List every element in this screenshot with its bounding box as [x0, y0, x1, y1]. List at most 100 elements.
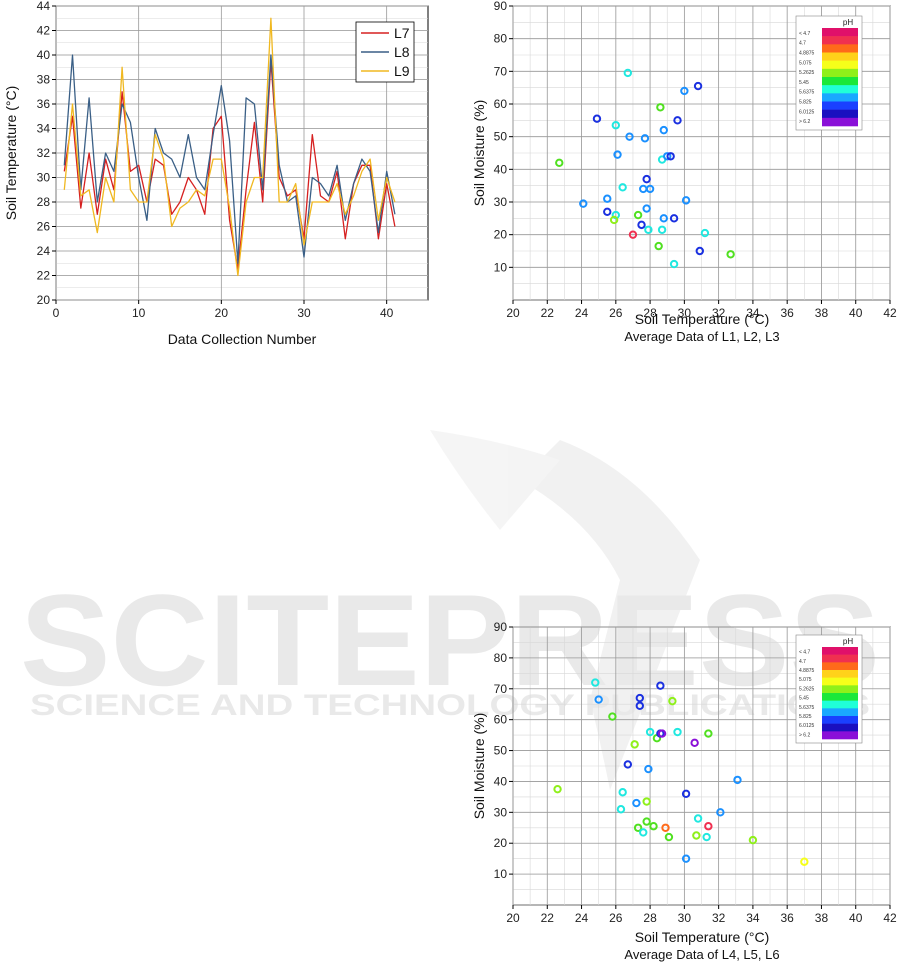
y-tick-label: 20 — [37, 293, 51, 307]
series-line-l9 — [63, 17, 396, 277]
y-tick-label: 20 — [494, 228, 508, 242]
x-axis-label: Soil Temperature (°C) — [635, 929, 770, 945]
scatter-point — [579, 199, 588, 208]
x-tick-label: 32 — [712, 306, 726, 320]
x-tick-label: 20 — [506, 911, 520, 925]
colorbar-label: 4.8875 — [799, 51, 815, 57]
colorbar-label: 5.45 — [799, 696, 809, 702]
scatter-point — [726, 250, 735, 259]
colorbar-label: 6.0125 — [799, 109, 815, 115]
scatter-point — [640, 134, 650, 143]
legend-label-l9: L9 — [394, 63, 410, 79]
scatter-point — [630, 740, 639, 749]
x-tick-label: 38 — [815, 306, 829, 320]
scatter-point — [553, 784, 562, 794]
colorbar-segment — [822, 85, 858, 94]
colorbar-label: 4.8875 — [799, 668, 815, 674]
scatter-point — [616, 805, 626, 814]
colorbar-segment — [822, 28, 858, 37]
y-tick-label: 10 — [494, 867, 508, 881]
colorbar-title: pH — [843, 18, 853, 27]
scatter-point — [639, 828, 648, 837]
scatter-point — [702, 832, 711, 842]
scatter-point — [657, 225, 667, 234]
scatter-point — [642, 174, 651, 184]
scatter-point — [659, 214, 669, 223]
scatter-point — [642, 204, 651, 213]
scatter-point — [633, 823, 643, 832]
scatter-point — [594, 695, 603, 704]
y-tick-label: 40 — [494, 774, 508, 788]
line-chart-soil-temperature: 20 22 24 26 28 30 32 34 36 38 40 42 44 0 10 20 30 40 Data… — [3, 0, 429, 347]
colorbar-segment — [822, 685, 858, 694]
colorbar-segment — [822, 52, 858, 61]
scatter-point — [635, 701, 645, 710]
axis-ticks: 10 20 30 40 50 60 70 80 90 20 22 24 26 28 30 32 34 36 38 40… — [494, 620, 897, 925]
y-tick-label: 28 — [37, 195, 51, 209]
scatter-point — [592, 114, 602, 123]
scatter-point — [673, 727, 682, 737]
y-tick-label: 90 — [494, 620, 508, 634]
scatter-point — [645, 727, 655, 737]
x-tick-label: 34 — [746, 306, 760, 320]
scatter-point — [692, 831, 701, 840]
colorbar-label: 5.6375 — [799, 705, 815, 711]
colorbar-segment — [822, 101, 858, 110]
scatter-point — [644, 764, 653, 774]
scatter-point — [609, 215, 619, 225]
x-tick-label: 40 — [849, 911, 863, 925]
scatter-point — [603, 207, 612, 217]
legend-label-l7: L7 — [394, 25, 410, 41]
scatter-point — [666, 152, 675, 161]
grid — [512, 5, 891, 301]
colorbar-segment — [822, 708, 858, 717]
series-line-l8 — [63, 54, 396, 264]
scatter-point — [632, 798, 641, 808]
legend-label-l8: L8 — [394, 44, 410, 60]
x-tick-label: 20 — [215, 306, 229, 320]
ph-colorbar: pH < 4.7 4.7 4.8875 5.075 5.2625 5.45 5.6375 5.8… — [795, 15, 863, 131]
chart-caption: Average Data of L1, L2, L3 — [624, 329, 779, 344]
y-axis-label: Soil Moisture (%) — [471, 713, 487, 820]
scatter-point — [642, 817, 651, 826]
x-tick-label: 40 — [849, 306, 863, 320]
scatter-point — [611, 121, 621, 130]
scatter-point — [733, 775, 742, 785]
x-tick-label: 32 — [712, 911, 726, 925]
scatter-point — [800, 857, 809, 866]
colorbar-segment — [822, 654, 858, 663]
scatter-point — [664, 832, 674, 842]
scatter-point — [642, 797, 651, 806]
scatter-point — [661, 823, 670, 832]
y-tick-label: 44 — [37, 0, 51, 13]
ph-colorbar: pH < 4.7 4.7 4.8875 5.075 5.2625 5.45 5.6375 5.8… — [795, 634, 863, 744]
scatter-point — [693, 81, 703, 91]
colorbar-label: 5.075 — [799, 60, 812, 66]
x-tick-label: 24 — [575, 911, 589, 925]
x-tick-label: 24 — [575, 306, 589, 320]
y-tick-label: 80 — [494, 32, 508, 46]
colorbar-label: 5.6375 — [799, 90, 815, 96]
series-lines — [63, 17, 396, 277]
x-tick-label: 26 — [609, 306, 623, 320]
scatter-point — [628, 230, 638, 239]
colorbar-label: > 6.2 — [799, 119, 810, 125]
colorbar-label: 5.2625 — [799, 70, 815, 76]
colorbar-label: > 6.2 — [799, 732, 810, 738]
scatter-point — [635, 693, 645, 703]
y-tick-label: 32 — [37, 146, 51, 160]
scatter-point — [613, 150, 622, 159]
scatter-point — [690, 738, 699, 748]
scatter-point — [681, 789, 691, 799]
y-tick-label: 30 — [494, 195, 508, 209]
x-axis-label: Soil Temperature (°C) — [635, 311, 770, 327]
scatter-point — [669, 259, 679, 269]
colorbar-label: 5.825 — [799, 714, 812, 720]
colorbar-label: 5.45 — [799, 80, 809, 86]
scatter-point — [618, 183, 627, 192]
colorbar-label: 5.2625 — [799, 686, 815, 692]
y-tick-label: 38 — [37, 73, 51, 87]
y-tick-label: 70 — [494, 682, 508, 696]
colorbar-title: pH — [843, 637, 853, 646]
scatter-chart-l1-l3: 10 20 30 40 50 60 70 80 90 20 22 24 26 28 30 32 34 36 38 40… — [471, 0, 897, 344]
